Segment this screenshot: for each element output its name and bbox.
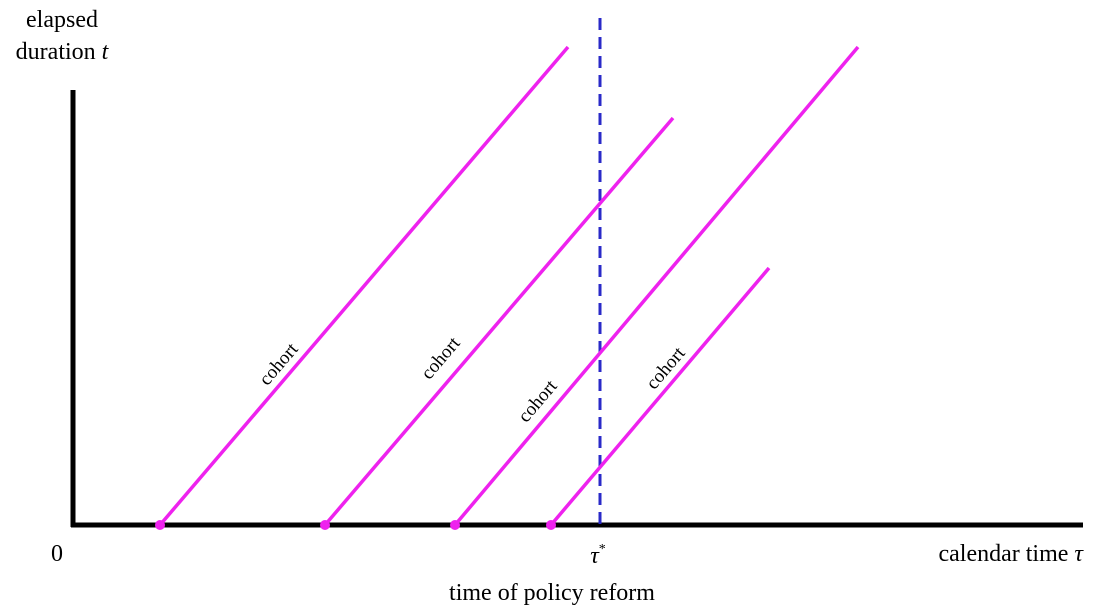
x-axis-symbol: τ (1074, 541, 1084, 567)
reform-symbol: τ* (590, 542, 606, 569)
cohort-lines (158, 45, 860, 527)
y-axis-symbol: t (102, 39, 110, 65)
cohort-label: cohort (514, 376, 562, 427)
y-axis-label: elapsed (26, 7, 98, 33)
cohort-line (453, 45, 860, 527)
reform-tau: τ (590, 543, 600, 569)
y-axis-label-text: duration (16, 39, 96, 65)
cohort-starts (155, 520, 556, 530)
cohort-start (155, 520, 165, 530)
y-axis-label: duration t (16, 39, 110, 65)
cohort-start (546, 520, 556, 530)
cohort-start (320, 520, 330, 530)
reform-star: * (599, 542, 606, 557)
cohort-line (549, 266, 771, 527)
cohort-start (450, 520, 460, 530)
cohort-label: cohort (417, 333, 465, 384)
reform-caption: time of policy reform (449, 580, 655, 606)
cohort-line (158, 45, 570, 527)
x-axis-label: calendar time τ (938, 541, 1084, 567)
x-axis-label-text: calendar time (938, 541, 1068, 567)
cohort-line (323, 116, 675, 527)
origin-label: 0 (51, 541, 63, 567)
